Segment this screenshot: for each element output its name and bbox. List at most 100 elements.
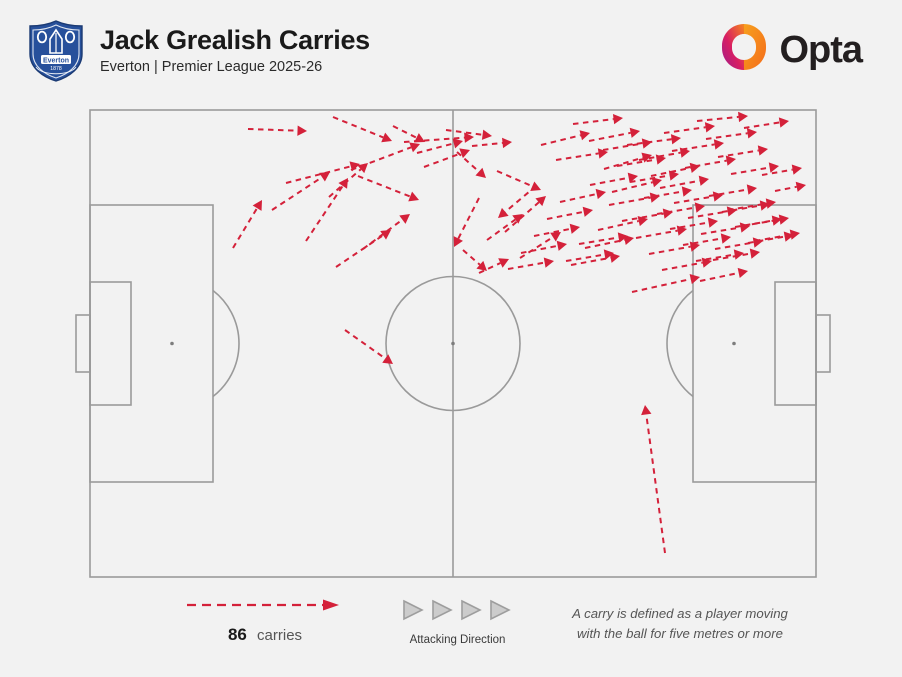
carry-shaft <box>496 170 533 188</box>
carry-shaft <box>714 241 754 250</box>
carry-arrow <box>643 186 692 199</box>
carry-arrowhead <box>746 128 757 139</box>
carry-shaft <box>684 159 727 169</box>
carry-arrow <box>712 248 760 261</box>
carry-arrow <box>555 148 608 161</box>
carry-shaft <box>635 229 678 239</box>
carry-arrow <box>774 181 806 192</box>
carry-arrowhead <box>713 139 724 150</box>
carry-arrow <box>682 233 731 246</box>
carry-definition: A carry is defined as a player moving wi… <box>545 604 815 644</box>
carry-arrowhead <box>749 248 760 259</box>
carry-arrowhead <box>641 138 652 149</box>
carry-shaft <box>734 219 773 228</box>
carry-shaft <box>504 185 537 213</box>
right-six-yard-box <box>774 281 817 406</box>
centre-circle <box>385 275 521 412</box>
carry-shaft <box>708 188 748 197</box>
carry-arrow <box>533 223 580 237</box>
carry-arrowhead <box>459 148 470 159</box>
carry-arrow <box>350 142 420 171</box>
carry-arrow <box>232 200 262 249</box>
carry-arrow <box>661 257 712 271</box>
carry-arrow <box>344 329 393 364</box>
carry-shaft <box>761 168 793 176</box>
carry-arrowhead <box>765 198 776 209</box>
carry-arrowhead <box>641 405 652 416</box>
carry-arrowhead <box>720 233 731 244</box>
carry-shaft <box>445 129 483 136</box>
carry-arrow <box>687 206 737 219</box>
carry-shaft <box>687 210 728 219</box>
carry-arrowhead <box>475 167 486 178</box>
carry-arrowhead <box>726 206 737 217</box>
carry-shaft <box>597 220 639 231</box>
carry-arrow <box>332 116 392 143</box>
carry-arrowhead <box>595 188 606 200</box>
carry-shaft <box>682 237 722 246</box>
carry-arrow <box>602 138 652 151</box>
carry-shaft <box>584 238 625 249</box>
right-penalty-spot <box>732 341 736 346</box>
carry-arrowhead <box>783 231 794 242</box>
carry-arrowhead <box>759 200 770 211</box>
carry-arrow <box>271 172 330 211</box>
pitch-markings <box>75 109 831 578</box>
carry-arrowhead <box>612 113 623 125</box>
carry-arrowhead <box>768 162 779 173</box>
carry-arrowhead <box>252 200 262 211</box>
carry-count-label: carries <box>257 627 303 644</box>
carry-arrowhead <box>603 249 614 260</box>
carry-shaft <box>572 118 614 125</box>
carry-arrowhead <box>737 267 748 279</box>
chart-header: Everton 1878 Jack Grealish Carries Evert… <box>0 0 902 96</box>
carry-shaft <box>403 136 465 143</box>
carry-arrowhead <box>694 202 705 213</box>
carry-arrowhead <box>409 142 420 153</box>
carry-arrowhead <box>452 138 463 149</box>
carry-arrowhead <box>668 170 679 181</box>
carry-arrow <box>589 172 638 186</box>
carry-arrowhead <box>789 229 800 240</box>
carry-shaft <box>565 253 605 262</box>
carry-arrowhead <box>481 129 492 140</box>
page-subtitle: Everton | Premier League 2025-26 <box>100 59 323 75</box>
carry-arrow <box>453 197 480 247</box>
carry-shaft <box>648 245 691 255</box>
right-penalty-arc <box>666 289 694 398</box>
opta-wordmark: Opta <box>779 28 863 71</box>
left-penalty-area <box>89 204 214 483</box>
carry-arrow <box>559 188 606 203</box>
carry-shaft <box>462 249 481 266</box>
carry-arrowhead <box>476 260 487 271</box>
carry-arrow <box>392 125 425 143</box>
left-six-yard-box <box>89 281 132 406</box>
carry-arrow <box>247 125 307 136</box>
carry-shaft <box>533 227 571 237</box>
title-block: Jack Grealish Carries Everton | Premier … <box>100 25 370 77</box>
carry-shaft <box>774 185 797 192</box>
carry-shaft <box>350 146 412 171</box>
carry-arrowhead <box>569 223 580 234</box>
carry-shaft <box>673 195 714 204</box>
carry-arrow <box>471 137 512 149</box>
carry-shaft <box>699 271 739 282</box>
carry-arrow <box>621 208 673 222</box>
carry-arrowhead <box>637 215 648 227</box>
carry-arrow <box>445 129 492 140</box>
carry-arrow <box>631 273 700 293</box>
carry-arrow <box>578 232 628 245</box>
legend-attacking-direction: Attacking Direction <box>380 598 535 646</box>
carry-arrow <box>616 154 666 167</box>
definition-line-2: with the ball for five metres or more <box>577 626 783 641</box>
carry-shaft <box>392 125 417 139</box>
carry-arrow <box>761 164 802 176</box>
carry-arrow <box>478 258 509 274</box>
carry-shaft <box>344 329 386 360</box>
carry-arrowhead <box>771 215 782 226</box>
carry-shaft <box>232 207 258 249</box>
carry-arrow <box>597 215 648 231</box>
carry-arrow <box>540 130 590 146</box>
carry-arrowhead <box>641 152 652 163</box>
